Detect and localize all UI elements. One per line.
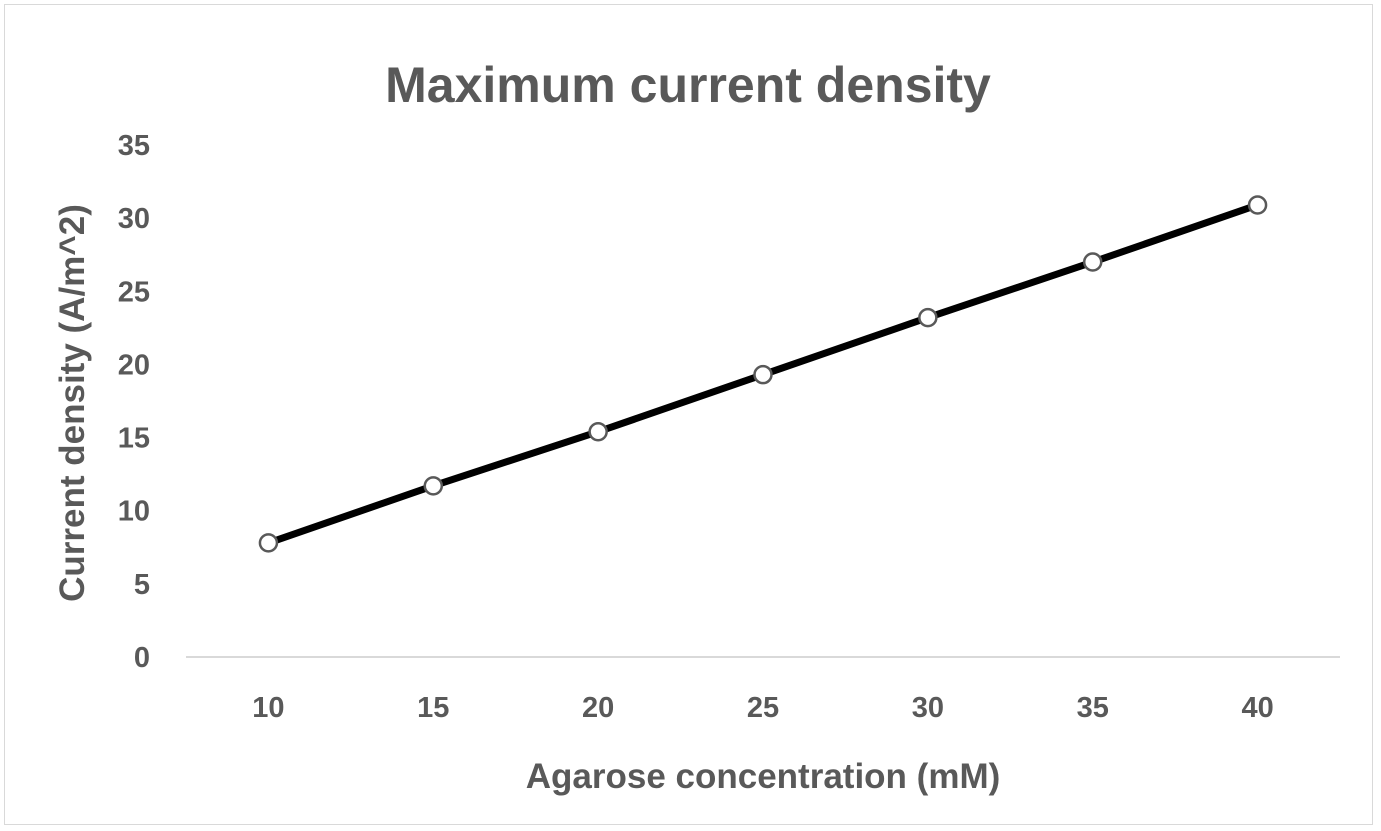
x-tick-label: 40 [1241, 692, 1273, 724]
y-tick-label: 5 [134, 569, 150, 601]
x-axis-title: Agarose concentration (mM) [526, 757, 1001, 796]
data-point-marker [423, 476, 444, 496]
series-group [258, 195, 1268, 553]
y-tick-label: 10 [118, 496, 150, 528]
data-point-marker [1247, 195, 1268, 215]
x-tick-label: 30 [912, 692, 944, 724]
data-point-marker [753, 364, 773, 385]
data-point-marker [918, 307, 938, 328]
y-tick-label: 25 [118, 276, 150, 308]
y-tick-label: 30 [118, 203, 150, 235]
x-axis-ticks: 10 15 20 25 30 35 40 [252, 692, 1273, 724]
x-tick-label: 20 [582, 692, 614, 724]
y-tick-label: 35 [118, 130, 150, 162]
y-axis-title: Current density (A/m^2) [53, 204, 92, 602]
y-axis-ticks: 0 5 10 15 20 25 30 35 [118, 130, 150, 674]
data-point-marker [258, 533, 279, 553]
x-tick-label: 25 [747, 692, 779, 724]
y-tick-label: 20 [118, 349, 150, 381]
y-tick-label: 15 [118, 423, 150, 455]
chart-title: Maximum current density [385, 57, 991, 113]
x-tick-label: 35 [1077, 692, 1109, 724]
x-tick-label: 15 [417, 692, 449, 724]
y-tick-label: 0 [134, 642, 150, 674]
chart-frame [4, 4, 1373, 825]
data-point-marker [1082, 252, 1103, 272]
x-tick-label: 10 [252, 692, 284, 724]
data-point-marker [588, 421, 608, 442]
